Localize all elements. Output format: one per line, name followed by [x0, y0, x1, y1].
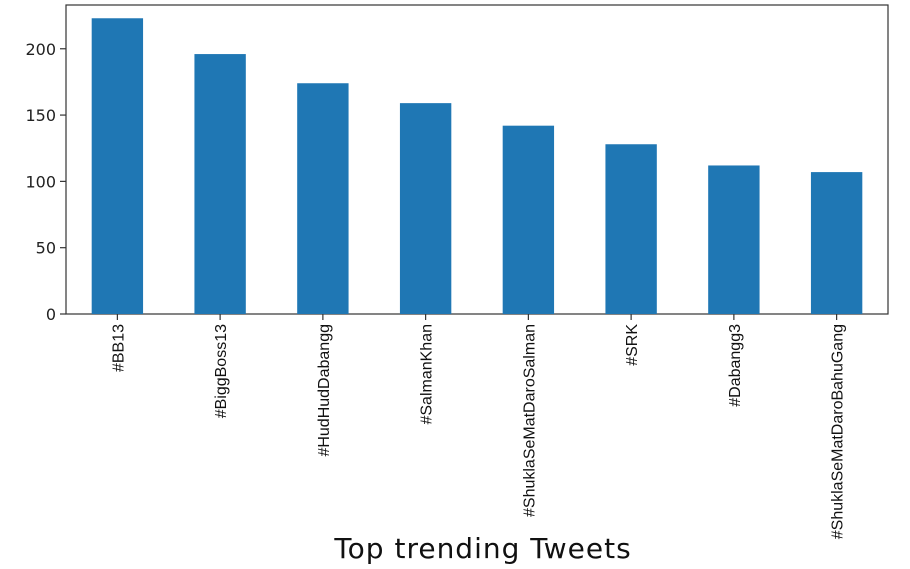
bar	[605, 144, 657, 314]
bar	[810, 172, 863, 314]
bar	[399, 103, 452, 315]
bar	[297, 83, 349, 315]
x-tick-label: #BiggBoss13	[213, 324, 230, 418]
x-axis-label: Top trending Tweets	[333, 532, 631, 565]
y-tick-label: 0	[46, 305, 56, 324]
y-tick-label: 100	[25, 172, 56, 191]
y-tick-label: 200	[25, 40, 56, 59]
x-tick-label: #SalmanKhan	[419, 324, 436, 425]
x-tick-label: #ShuklaSeMatDaroSalman	[521, 324, 538, 517]
bars	[91, 18, 863, 315]
y-tick-label: 150	[25, 106, 56, 125]
x-tick-label: #SRK	[624, 324, 641, 366]
plot-area	[65, 4, 889, 315]
y-axis: 0 50 100 150 200	[25, 40, 66, 324]
bar	[91, 18, 144, 314]
y-tick-label: 50	[36, 239, 56, 258]
bar	[502, 125, 555, 314]
bar	[194, 54, 246, 315]
x-axis: #BB13 #BiggBoss13 #HudHudDabangg #SalmanKha…	[110, 314, 847, 539]
x-tick-label: #Dabangg3	[727, 324, 744, 407]
x-tick-label: #BB13	[110, 324, 127, 372]
x-tick-label: #ShuklaSeMatDaroBahuGang	[830, 324, 847, 539]
bar	[708, 165, 760, 314]
x-tick-label: #HudHudDabangg	[316, 324, 333, 457]
